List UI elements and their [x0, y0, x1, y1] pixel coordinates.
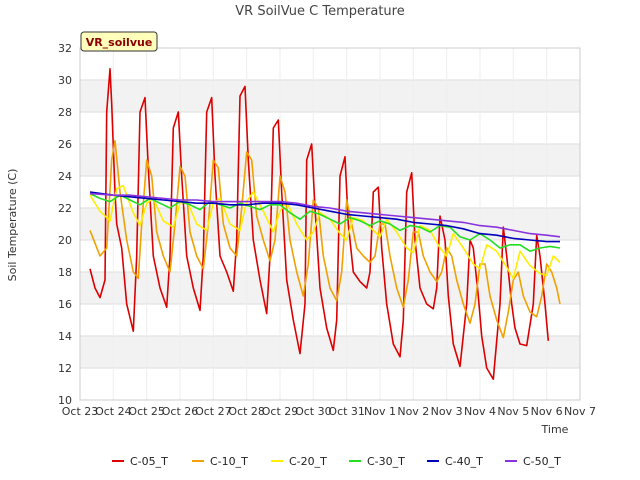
y-tick-label: 20: [58, 234, 72, 247]
y-tick-label: 32: [58, 42, 72, 55]
y-tick-label: 28: [58, 106, 72, 119]
background-band: [80, 144, 580, 176]
background-band: [80, 368, 580, 400]
series-line-c-10-t: [89, 140, 561, 339]
background-band: [80, 48, 580, 80]
x-tick-label: Oct 30: [295, 405, 332, 418]
y-tick-label: 22: [58, 202, 72, 215]
legend-item: C-05_T: [112, 455, 168, 468]
x-tick-label: Nov 2: [397, 405, 429, 418]
legend-item: C-10_T: [192, 455, 248, 468]
station-badge-label: VR_soilvue: [86, 36, 153, 49]
y-tick-label: 12: [58, 362, 72, 375]
background-band: [80, 80, 580, 112]
x-tick-label: Oct 28: [228, 405, 265, 418]
legend-label: C-40_T: [445, 455, 483, 468]
x-tick-label: Oct 26: [162, 405, 199, 418]
x-tick-label: Nov 1: [364, 405, 396, 418]
x-tick-label: Nov 3: [431, 405, 463, 418]
y-tick-label: 10: [58, 394, 72, 407]
legend-item: C-50_T: [505, 455, 561, 468]
legend-label: C-05_T: [130, 455, 168, 468]
legend: C-05_T C-10_T C-20_T C-30_T C-40_T C-50_T: [112, 455, 561, 468]
x-tick-label: Oct 31: [328, 405, 365, 418]
series-line-c-30-t: [89, 192, 561, 252]
station-badge-box: [80, 31, 158, 52]
y-tick-label: 24: [58, 170, 72, 183]
legend-label: C-10_T: [210, 455, 248, 468]
x-tick-label: Nov 7: [564, 405, 596, 418]
x-tick-label: Nov 5: [497, 405, 529, 418]
y-tick-label: 30: [58, 74, 72, 87]
legend-label: C-30_T: [367, 455, 405, 468]
legend-label: C-50_T: [523, 455, 561, 468]
y-tick-label: 26: [58, 138, 72, 151]
legend-item: C-20_T: [271, 455, 327, 468]
x-tick-label: Oct 25: [128, 405, 165, 418]
legend-item: C-40_T: [427, 455, 483, 468]
chart-title: VR SoilVue C Temperature: [235, 4, 404, 19]
legend-item: C-30_T: [349, 455, 405, 468]
series-line-c-05-t: [89, 68, 550, 381]
series-lines: [89, 68, 561, 381]
y-tick-label: 16: [58, 298, 72, 311]
x-tick-label: Nov 6: [531, 405, 563, 418]
series-line-c-50-t: [89, 192, 561, 238]
x-tick-label: Oct 23: [62, 405, 99, 418]
x-axis-label: Time: [541, 423, 569, 436]
plot-frame: [79, 47, 581, 401]
x-tick-label: Oct 24: [95, 405, 132, 418]
station-badge: VR_soilvue: [80, 31, 158, 52]
y-tick-label: 14: [58, 330, 72, 343]
x-tick-label: Oct 29: [262, 405, 299, 418]
legend-label: C-20_T: [289, 455, 327, 468]
y-axis-label: Soil Temperature (C): [6, 169, 19, 282]
background-band: [80, 112, 580, 144]
y-tick-label: 18: [58, 266, 72, 279]
background-band: [80, 176, 580, 208]
plot-background-bands: [80, 48, 580, 400]
x-tick-label: Nov 4: [464, 405, 496, 418]
y-tick-labels: 10 12 14 16 18 20 22 24 26 28 30 32: [58, 42, 72, 407]
series-line-c-40-t: [89, 191, 560, 243]
x-tick-label: Oct 27: [195, 405, 232, 418]
